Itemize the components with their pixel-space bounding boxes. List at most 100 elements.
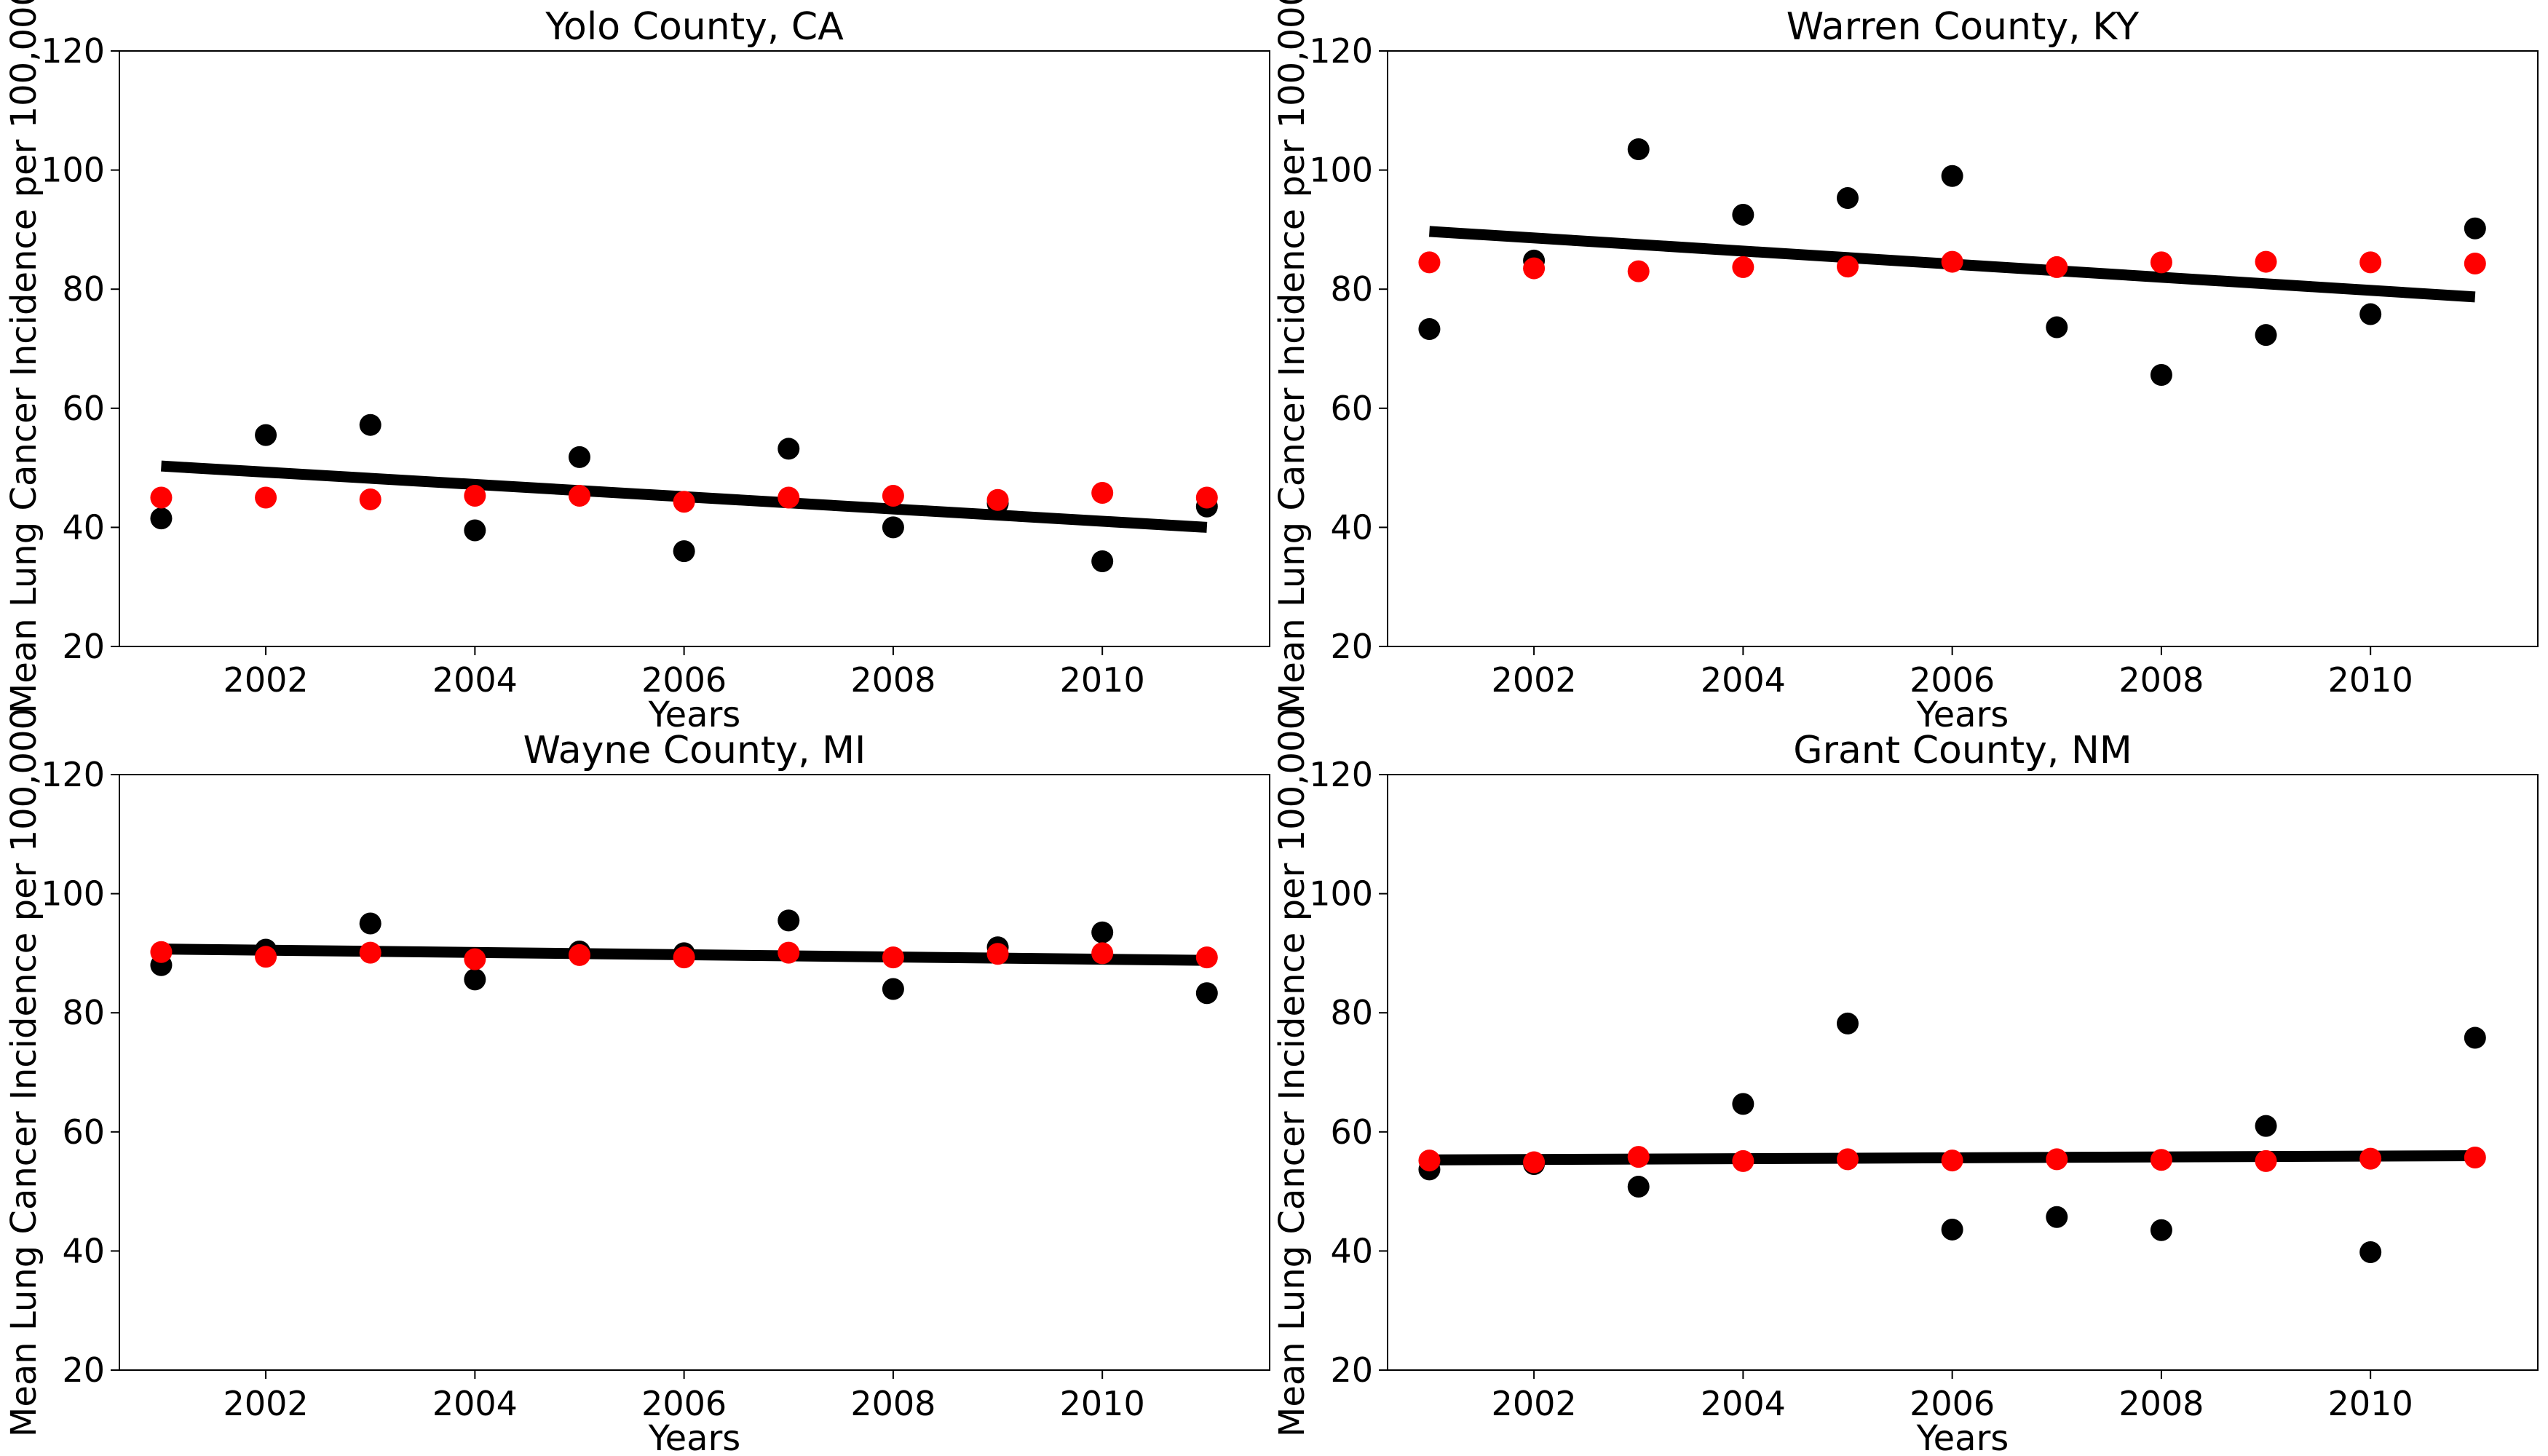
data-point-red <box>1732 1150 1754 1172</box>
data-point-black <box>1627 1176 1650 1198</box>
x-tick-label: 2008 <box>850 1384 935 1423</box>
y-tick-label: 100 <box>41 874 105 914</box>
data-point-black <box>2046 1206 2068 1228</box>
data-point-red <box>1523 1151 1546 1174</box>
data-point-red <box>569 943 590 966</box>
data-point-black <box>2255 1115 2277 1137</box>
data-point-red <box>673 491 695 513</box>
y-tick-label: 100 <box>41 151 105 190</box>
data-point-black <box>464 968 486 991</box>
data-point-red <box>1418 251 1441 274</box>
x-axis-label: Years <box>1916 695 2009 735</box>
data-point-black <box>1941 1218 1963 1241</box>
data-point-red <box>1627 1146 1650 1168</box>
data-point-red <box>359 941 381 964</box>
chart-title: Wayne County, MI <box>523 729 866 772</box>
data-point-red <box>150 486 173 509</box>
data-point-black <box>1837 187 1859 210</box>
data-point-red <box>1941 1150 1963 1172</box>
data-point-black <box>2464 217 2486 240</box>
y-tick-label: 40 <box>1330 507 1373 547</box>
data-point-red <box>2046 256 2068 278</box>
data-point-red <box>2046 1148 2068 1171</box>
y-axis-label: Mean Lung Cancer Incidence per 100,000 <box>4 0 44 713</box>
data-point-red <box>2464 1146 2486 1168</box>
data-point-black <box>2464 1026 2486 1049</box>
data-point-black <box>1837 1012 1859 1034</box>
plot-frame <box>1387 50 2539 647</box>
y-tick-label: 20 <box>62 1350 105 1390</box>
y-tick-label: 100 <box>1309 151 1373 190</box>
data-point-black <box>2046 316 2068 339</box>
data-point-red <box>1091 481 1114 504</box>
data-point-black <box>2359 303 2382 325</box>
y-tick-label: 100 <box>1309 874 1373 914</box>
y-tick-label: 120 <box>1309 755 1373 794</box>
data-point-red <box>882 946 904 969</box>
data-point-red <box>1195 946 1218 969</box>
data-point-black <box>882 978 904 1000</box>
data-point-black <box>1091 921 1114 943</box>
data-point-black <box>1732 1093 1754 1115</box>
x-tick-label: 2004 <box>432 1384 518 1423</box>
data-point-black <box>2150 363 2172 386</box>
data-point-black <box>569 446 590 468</box>
x-tick-label: 2004 <box>1701 660 1786 700</box>
plot-frame <box>1387 774 2539 1371</box>
data-point-red <box>986 488 1009 511</box>
y-tick-label: 20 <box>1330 1350 1373 1390</box>
chart-title: Yolo County, CA <box>545 5 844 49</box>
data-point-black <box>359 414 381 436</box>
data-point-red <box>2464 253 2486 275</box>
data-point-red <box>2150 1149 2172 1171</box>
x-tick-label: 2010 <box>1060 1384 1145 1423</box>
plot-frame <box>119 774 1270 1371</box>
data-point-red <box>1091 942 1114 965</box>
data-point-red <box>255 486 277 509</box>
x-tick-label: 2004 <box>432 660 518 700</box>
x-tick-label: 2008 <box>850 660 935 700</box>
x-tick-label: 2006 <box>641 660 727 700</box>
data-point-black <box>1195 982 1218 1005</box>
y-tick-label: 40 <box>1330 1231 1373 1270</box>
data-point-black <box>1732 203 1754 226</box>
data-point-red <box>569 485 590 507</box>
x-tick-label: 2002 <box>1492 660 1577 700</box>
x-tick-label: 2002 <box>1492 1384 1577 1423</box>
data-point-black <box>255 424 277 446</box>
data-point-red <box>1523 257 1546 280</box>
chart-title: Warren County, KY <box>1787 5 2140 49</box>
x-axis-label: Years <box>648 1418 741 1456</box>
y-tick-label: 40 <box>62 507 105 547</box>
x-axis-label: Years <box>648 695 741 735</box>
data-point-red <box>673 946 695 969</box>
data-point-black <box>778 438 800 460</box>
x-tick-label: 2008 <box>2118 1384 2204 1423</box>
data-point-red <box>359 488 381 510</box>
y-tick-label: 60 <box>62 389 105 428</box>
data-point-red <box>1837 256 1859 278</box>
y-tick-label: 60 <box>1330 1112 1373 1152</box>
y-tick-label: 80 <box>62 269 105 309</box>
data-point-black <box>2359 1241 2382 1264</box>
data-point-red <box>2359 251 2382 274</box>
data-point-red <box>2150 251 2172 274</box>
y-tick-label: 120 <box>41 31 105 71</box>
y-tick-label: 120 <box>41 755 105 794</box>
y-tick-label: 40 <box>62 1231 105 1270</box>
y-tick-label: 20 <box>62 627 105 666</box>
data-point-black <box>673 540 695 563</box>
data-point-red <box>1941 250 1963 273</box>
subplot-1: Yolo County, CA 2002 2004 2006 2008 2010 20 40 6… <box>4 0 1270 735</box>
data-point-black <box>150 507 173 530</box>
subplot-2: Warren County, KY 2002 2004 2006 2008 2010 20 4… <box>1272 0 2539 735</box>
data-point-red <box>986 943 1009 965</box>
data-point-red <box>2359 1147 2382 1170</box>
subplot-4: Grant County, NM 2002 2004 2006 2008 2010 20 40… <box>1272 708 2539 1456</box>
data-point-black <box>1091 550 1114 573</box>
y-tick-label: 80 <box>1330 269 1373 309</box>
data-point-red <box>2255 250 2277 273</box>
data-point-black <box>2150 1219 2172 1241</box>
plot-frame <box>119 50 1270 647</box>
